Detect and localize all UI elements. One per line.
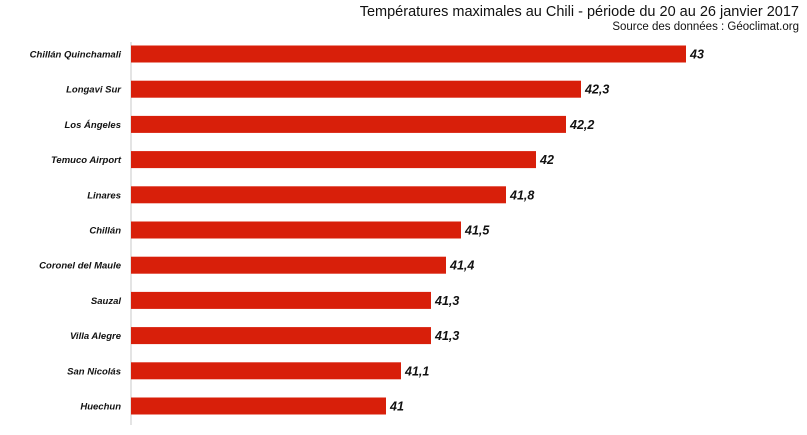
category-label: Los Ángeles: [65, 120, 122, 131]
value-label: 43: [689, 48, 704, 62]
value-label: 41: [389, 400, 404, 414]
value-label: 42: [539, 153, 554, 167]
category-label: Villa Alegre: [70, 331, 122, 342]
bar: [131, 151, 536, 169]
chart-subtitle: Source des données : Géoclimat.org: [612, 21, 799, 33]
category-label: Chillán Quinchamali: [30, 50, 122, 61]
value-label: 42,2: [569, 118, 594, 132]
bar: [131, 221, 461, 239]
bar: [131, 327, 431, 345]
chart-title: Températures maximales au Chili - périod…: [359, 4, 799, 20]
bar: [131, 291, 431, 309]
category-label: Chillán: [89, 226, 121, 237]
category-label: Huechun: [80, 402, 121, 413]
bar: [131, 80, 581, 98]
bars-group: Chillán Quinchamali 43 Longavi Sur 42,3 Los …: [30, 45, 704, 415]
bar: [131, 256, 446, 274]
bar: [131, 186, 506, 204]
category-label: Coronel del Maule: [39, 261, 122, 272]
bar: [131, 362, 401, 380]
category-label: Linares: [87, 190, 121, 201]
category-label: Temuco Airport: [51, 155, 122, 166]
value-label: 42,3: [584, 83, 609, 97]
bar: [131, 115, 566, 133]
value-label: 41,1: [404, 364, 429, 378]
value-label: 41,5: [464, 224, 490, 238]
value-label: 41,3: [434, 294, 459, 308]
category-label: San Nicolás: [67, 366, 121, 377]
category-label: Longavi Sur: [66, 85, 122, 96]
bar: [131, 397, 386, 415]
value-label: 41,8: [509, 188, 534, 202]
bar: [131, 45, 686, 63]
category-label: Sauzal: [91, 296, 121, 307]
value-label: 41,3: [434, 329, 459, 343]
value-label: 41,4: [449, 259, 474, 273]
